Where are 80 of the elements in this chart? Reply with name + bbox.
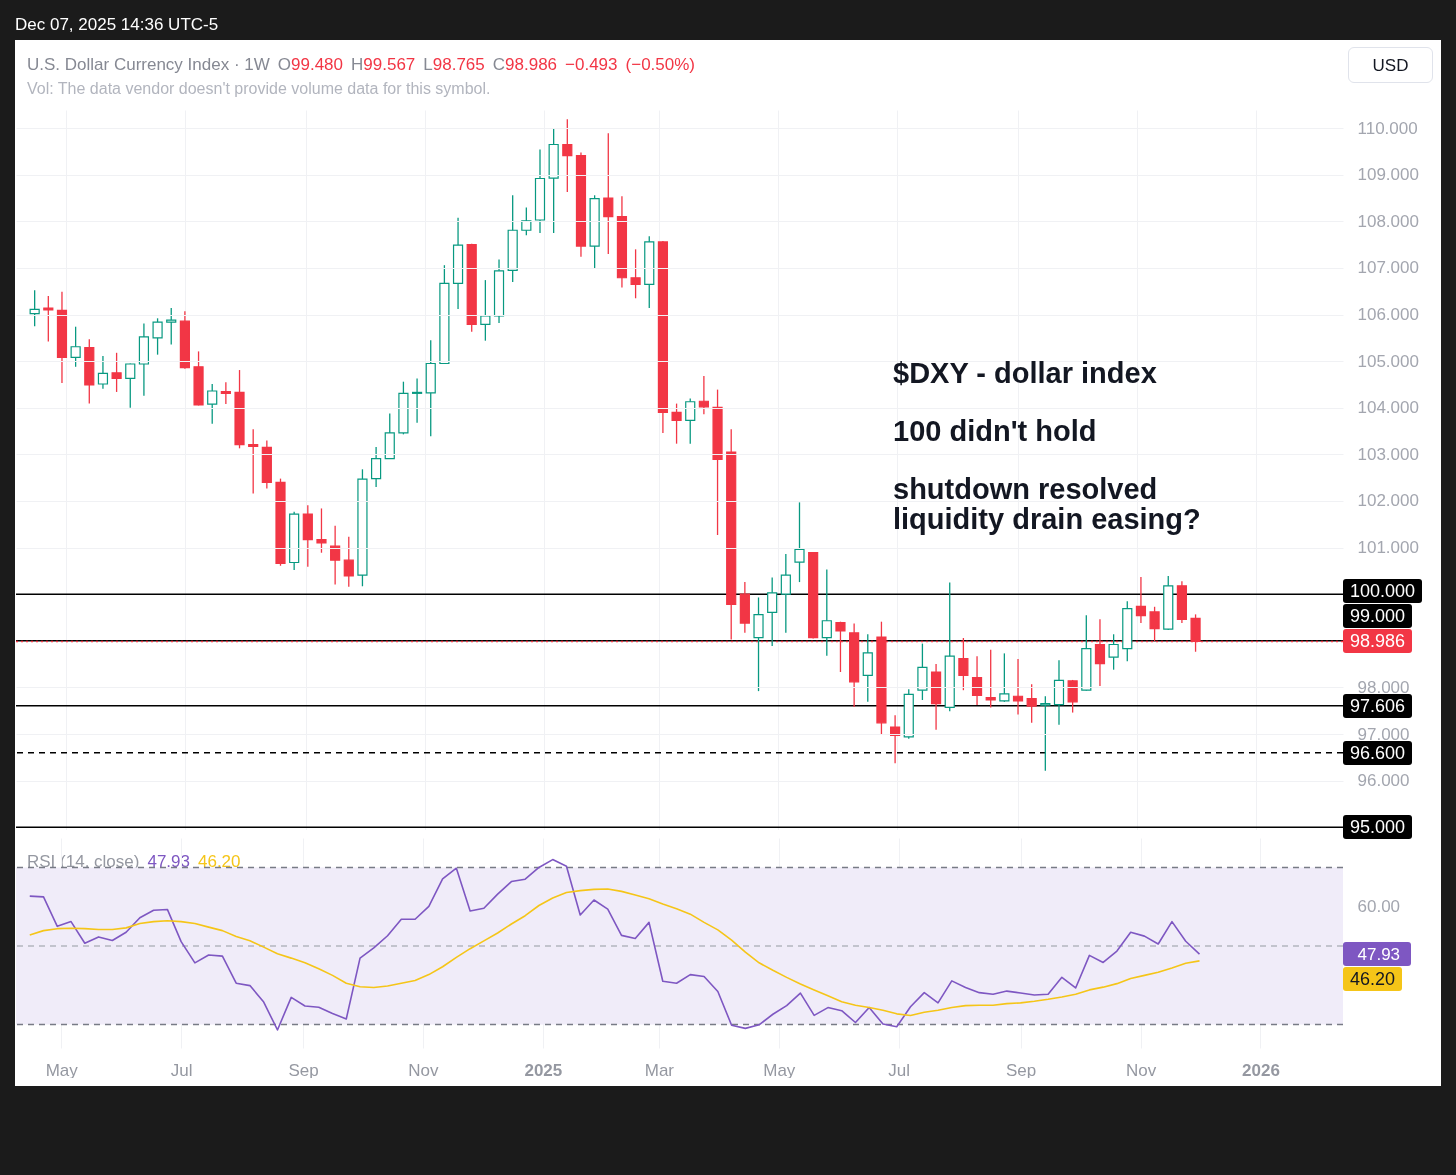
text: 46.20 [1343, 967, 1403, 992]
ref-line-label: 96.600 [1343, 740, 1413, 765]
candlestick [220, 381, 231, 405]
y-tick-label: 108.000 [1357, 211, 1419, 231]
y-tick-label: 96.000 [1357, 771, 1410, 791]
x-tick-label: Nov [408, 1060, 440, 1080]
candlestick [671, 402, 682, 445]
candlestick [562, 118, 573, 193]
x-tick-label: Mar [644, 1060, 675, 1080]
chart-subtitle: Vol: The data vendor doesn't provide volume data for this symbol. [27, 80, 491, 98]
candlestick [1149, 606, 1160, 642]
candlestick [411, 377, 423, 424]
y-tick-label: 105.000 [1357, 351, 1419, 371]
candlestick [166, 307, 177, 346]
candlestick [862, 633, 873, 703]
candlestick [371, 446, 382, 488]
candlestick [29, 289, 40, 327]
y-tick-label: 103.000 [1357, 444, 1419, 464]
candlestick [630, 248, 641, 299]
candlestick [603, 132, 614, 255]
ref-line-label: 98.986 [1343, 629, 1413, 654]
candlestick [316, 507, 327, 554]
x-tick-label: Nov [1125, 1060, 1157, 1080]
candlestick [207, 383, 218, 425]
candlestick [43, 295, 54, 343]
annotation: 47.93 [147, 852, 190, 871]
candlestick [753, 596, 764, 692]
y-tick-label: 109.000 [1357, 165, 1419, 185]
text: O99.480 H99.567 L98.765 C98.986 −0.493 (−0.50%) [277, 55, 695, 74]
annotation: shutdown resolved liquidity drain easing? [893, 473, 1201, 535]
candlestick [70, 326, 81, 368]
candlestick [111, 352, 122, 393]
candlestick [1040, 695, 1051, 772]
candlestick [521, 206, 532, 237]
candlestick [1067, 679, 1078, 714]
annotation: $DXY - dollar index [893, 357, 1157, 389]
candlestick [1135, 576, 1147, 624]
candlestick [985, 649, 996, 709]
y-tick-label: 101.000 [1357, 538, 1419, 558]
y-tick-label: 47.93 [1357, 944, 1401, 964]
candlestick [1026, 683, 1037, 724]
ref-line-label: 100.000 [1343, 579, 1423, 604]
candlestick [97, 355, 109, 390]
x-tick-label: 2025 [524, 1060, 563, 1080]
y-tick-label: 104.000 [1357, 398, 1419, 418]
candlestick [125, 362, 136, 409]
candlestick [780, 553, 791, 634]
y-tick-label: 106.000 [1357, 305, 1419, 325]
y-tick-label: 110.000 [1357, 118, 1418, 138]
annotation: 46.20 [197, 852, 241, 871]
candlestick [248, 428, 259, 495]
candlestick [685, 397, 696, 445]
candlestick [821, 568, 832, 657]
candlestick [480, 279, 491, 342]
chart-title: U.S. Dollar Currency Index · 1W [27, 55, 270, 74]
legend-label: 99.000 [1343, 604, 1413, 629]
y-tick-label: 102.000 [1357, 491, 1419, 511]
candlestick [1012, 658, 1024, 716]
candlestick [999, 652, 1010, 703]
annotation: 100 didn't hold [893, 415, 1097, 447]
y-tick-label: 107.000 [1357, 258, 1419, 278]
x-tick-label: 2026 [1242, 1060, 1280, 1080]
x-tick-label: Jul [170, 1060, 193, 1080]
candlestick [330, 525, 341, 586]
x-tick-label: Jul [888, 1060, 911, 1080]
text: USD [1348, 47, 1433, 83]
candlestick [343, 536, 354, 588]
candlestick [917, 642, 928, 701]
candlestick [152, 317, 163, 356]
line-series [28, 888, 1201, 1017]
y-tick-label: 60.00 [1357, 897, 1401, 917]
ref-line-label: 95.000 [1343, 815, 1413, 840]
candlestick [794, 501, 805, 583]
text: Dec 07, 2025 14:36 UTC-5 [15, 15, 219, 35]
candlestick [971, 655, 983, 706]
candlestick [767, 576, 778, 647]
candlestick [1108, 633, 1119, 671]
candlestick [698, 375, 709, 415]
candlestick [890, 714, 901, 765]
ref-line-label: 97.606 [1343, 693, 1413, 718]
